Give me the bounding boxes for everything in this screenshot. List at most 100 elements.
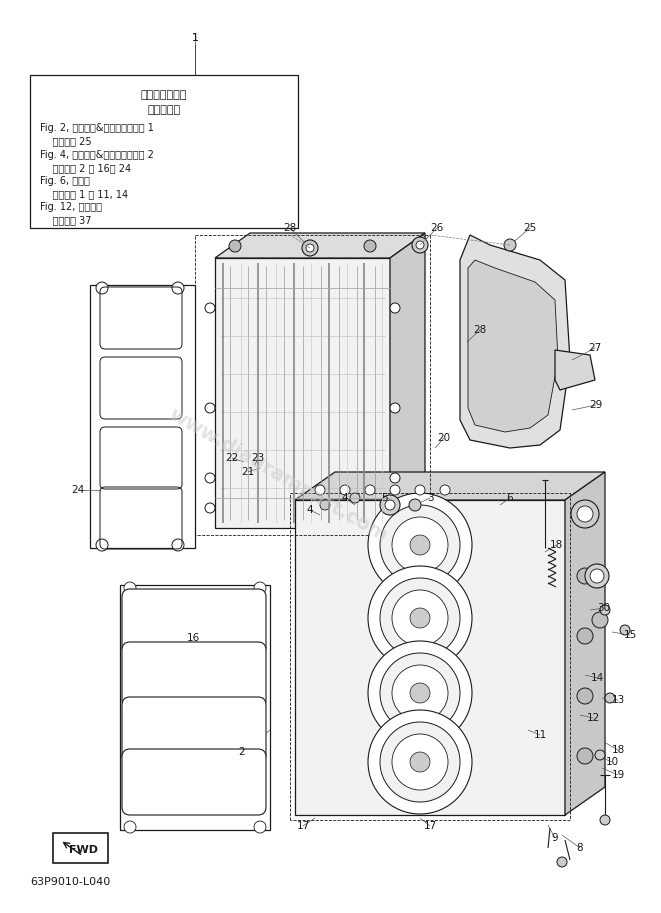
Circle shape: [392, 665, 448, 721]
Polygon shape: [390, 233, 425, 528]
Text: 11: 11: [533, 730, 547, 740]
Circle shape: [380, 722, 460, 802]
Circle shape: [504, 239, 516, 251]
Text: 17: 17: [296, 821, 309, 831]
Text: 見出番号 1 ～ 11, 14: 見出番号 1 ～ 11, 14: [40, 189, 128, 199]
Text: 10: 10: [605, 757, 619, 767]
Circle shape: [390, 503, 400, 513]
Text: 3: 3: [427, 493, 434, 503]
Circle shape: [390, 403, 400, 413]
Circle shape: [125, 753, 135, 763]
Text: 見出番号 2 － 16， 24: 見出番号 2 － 16， 24: [40, 163, 131, 173]
Circle shape: [306, 244, 314, 252]
Text: 27: 27: [588, 343, 602, 353]
Circle shape: [390, 473, 400, 483]
Circle shape: [320, 500, 330, 510]
Circle shape: [125, 653, 135, 663]
FancyBboxPatch shape: [122, 589, 266, 655]
Circle shape: [571, 500, 599, 528]
Circle shape: [254, 582, 266, 594]
Circle shape: [380, 495, 400, 515]
Circle shape: [205, 303, 215, 313]
Text: 28: 28: [473, 325, 486, 335]
Circle shape: [365, 485, 375, 495]
Text: 17: 17: [424, 821, 437, 831]
Circle shape: [410, 608, 430, 628]
Circle shape: [96, 282, 108, 294]
Circle shape: [315, 485, 325, 495]
Text: FWD: FWD: [69, 845, 98, 855]
Text: 4: 4: [307, 505, 313, 515]
Polygon shape: [468, 260, 558, 432]
Circle shape: [229, 240, 241, 252]
Polygon shape: [120, 585, 270, 830]
Text: 1: 1: [192, 33, 198, 43]
Circle shape: [416, 241, 424, 249]
Circle shape: [350, 493, 360, 503]
Text: 16: 16: [186, 633, 200, 643]
Polygon shape: [90, 285, 195, 548]
Text: 26: 26: [430, 223, 444, 233]
Circle shape: [590, 569, 604, 583]
Text: 8: 8: [576, 843, 583, 853]
Circle shape: [390, 485, 400, 495]
Text: 20: 20: [438, 433, 451, 443]
Circle shape: [172, 282, 184, 294]
Circle shape: [302, 240, 318, 256]
Circle shape: [205, 403, 215, 413]
Text: 12: 12: [586, 713, 600, 723]
Text: 23: 23: [251, 453, 264, 463]
Text: 見出番号 25: 見出番号 25: [40, 136, 92, 146]
Text: Fig. 4, シリンダ&クランクケース 2: Fig. 4, シリンダ&クランクケース 2: [40, 150, 154, 160]
Bar: [30, 75, 298, 228]
Circle shape: [368, 566, 472, 670]
Circle shape: [205, 473, 215, 483]
Polygon shape: [460, 235, 570, 448]
Circle shape: [368, 641, 472, 745]
Text: 1: 1: [192, 33, 198, 43]
Circle shape: [440, 485, 450, 495]
Text: 4: 4: [342, 493, 348, 503]
Text: 28: 28: [284, 223, 297, 233]
Text: 29: 29: [590, 400, 603, 410]
Circle shape: [585, 564, 609, 588]
Circle shape: [577, 508, 593, 524]
Circle shape: [392, 590, 448, 646]
Text: 24: 24: [71, 485, 85, 495]
Text: Fig. 6, バルブ: Fig. 6, バルブ: [40, 176, 90, 186]
Polygon shape: [295, 500, 565, 815]
Circle shape: [380, 653, 460, 733]
Text: 6: 6: [507, 493, 514, 503]
Circle shape: [600, 815, 610, 825]
Text: 5: 5: [381, 493, 388, 503]
Circle shape: [595, 750, 605, 760]
Polygon shape: [555, 350, 595, 390]
Circle shape: [255, 653, 265, 663]
FancyBboxPatch shape: [122, 642, 266, 708]
Circle shape: [577, 748, 593, 764]
Text: 30: 30: [598, 603, 611, 613]
Circle shape: [577, 628, 593, 644]
Circle shape: [255, 753, 265, 763]
Polygon shape: [295, 472, 605, 500]
Circle shape: [124, 582, 136, 594]
Polygon shape: [565, 472, 605, 815]
Text: 21: 21: [241, 467, 254, 477]
Circle shape: [96, 539, 108, 551]
Circle shape: [205, 503, 215, 513]
Text: Fig. 12, フェエル: Fig. 12, フェエル: [40, 202, 102, 212]
Circle shape: [592, 612, 608, 628]
Circle shape: [172, 539, 184, 551]
Text: 9: 9: [552, 833, 559, 843]
Text: 14: 14: [590, 673, 603, 683]
Text: 見出番号 37: 見出番号 37: [40, 215, 91, 225]
Circle shape: [368, 710, 472, 814]
Circle shape: [415, 485, 425, 495]
Polygon shape: [215, 258, 390, 528]
Text: 63P9010-L040: 63P9010-L040: [30, 877, 110, 887]
Circle shape: [557, 857, 567, 867]
Text: アセンブリ: アセンブリ: [147, 105, 180, 115]
Circle shape: [577, 688, 593, 704]
Text: Fig. 2, シリンダ&クランクケース 1: Fig. 2, シリンダ&クランクケース 1: [40, 123, 154, 133]
Circle shape: [412, 237, 428, 253]
